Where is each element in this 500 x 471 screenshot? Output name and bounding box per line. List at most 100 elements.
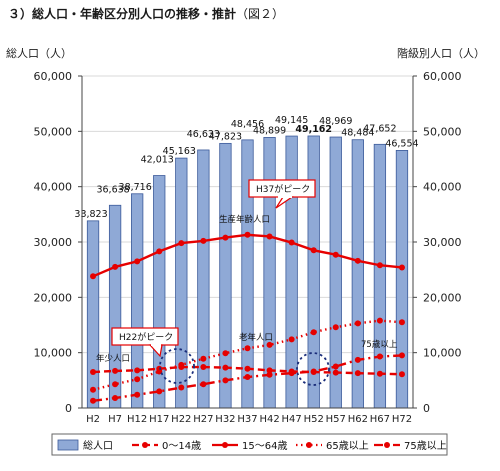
legend-swatch-bar bbox=[57, 439, 79, 451]
x-tick-label: H42 bbox=[259, 414, 279, 425]
line-point bbox=[310, 247, 317, 254]
legend-frame bbox=[51, 433, 448, 456]
line-point bbox=[134, 391, 141, 398]
bar-total-population bbox=[175, 157, 188, 409]
line-point bbox=[332, 369, 339, 376]
chart-legend: 総人口 0～14歳 15～64歳 65歳以上 75歳以上 bbox=[51, 433, 448, 456]
bar-total-population bbox=[285, 135, 298, 409]
chart-heading-main: ３）総人口・年齢区分別人口の推移・推計 bbox=[8, 7, 237, 21]
bar-total-population bbox=[395, 150, 409, 409]
label-elderly: 老年人口 bbox=[239, 332, 273, 343]
callout-h22-peak: H22がピーク bbox=[111, 327, 179, 358]
line-point bbox=[398, 319, 405, 326]
callout-box bbox=[111, 327, 179, 346]
line-point bbox=[266, 233, 273, 240]
line-point bbox=[112, 395, 119, 402]
line-point bbox=[244, 345, 251, 352]
line-point bbox=[288, 370, 295, 377]
bar-data-label: 42,013 bbox=[141, 155, 174, 166]
line-point bbox=[376, 370, 383, 377]
x-tick-label: H47 bbox=[282, 414, 302, 425]
bar-total-population bbox=[351, 139, 364, 409]
line-point bbox=[156, 248, 163, 255]
line-point bbox=[310, 329, 317, 336]
x-tick-label: H62 bbox=[348, 414, 368, 425]
line-point bbox=[200, 364, 207, 371]
line-point bbox=[288, 336, 295, 343]
line-point bbox=[90, 386, 97, 393]
legend-items: 総人口 0～14歳 15～64歳 65歳以上 75歳以上 bbox=[57, 439, 447, 452]
legend-label: 65歳以上 bbox=[326, 440, 369, 452]
bar-total-population bbox=[86, 220, 100, 409]
line-point bbox=[134, 376, 141, 383]
line-point bbox=[266, 371, 273, 378]
bar-data-label: 48,456 bbox=[231, 119, 264, 130]
line-point bbox=[266, 341, 273, 348]
bar-total-population bbox=[131, 193, 144, 409]
bar-data-label: 46,633 bbox=[187, 129, 220, 140]
line-point bbox=[244, 231, 251, 238]
x-tick-label: H52 bbox=[304, 414, 324, 425]
bar-data-label: 47,823 bbox=[209, 131, 242, 142]
callout-label: H37がピーク bbox=[256, 183, 310, 195]
line-point bbox=[200, 381, 207, 388]
bar-data-label: 49,162 bbox=[295, 124, 332, 135]
line-point bbox=[310, 368, 317, 375]
y-tick-label-left: 10,000 bbox=[34, 347, 73, 360]
line-point bbox=[112, 381, 119, 388]
line-point bbox=[244, 374, 251, 381]
y-tick-label-right: 30,000 bbox=[423, 236, 462, 249]
line-point bbox=[178, 361, 185, 368]
legend-swatch-point bbox=[222, 442, 228, 448]
y-tick-label-left: 50,000 bbox=[34, 125, 73, 138]
line-point bbox=[244, 365, 251, 372]
bar-data-label: 36,638 bbox=[96, 184, 129, 195]
x-tick-label: H7 bbox=[108, 414, 122, 425]
line-point bbox=[354, 370, 361, 377]
y-tick-label-right: 40,000 bbox=[423, 181, 462, 194]
right-axis-title: 階級別人口（人） bbox=[397, 46, 485, 60]
line-point bbox=[222, 364, 229, 371]
line-point bbox=[134, 258, 141, 265]
line-point bbox=[354, 356, 361, 363]
x-tick-label: H72 bbox=[392, 414, 412, 425]
line-point bbox=[398, 352, 405, 359]
x-tick-label: H27 bbox=[193, 414, 213, 425]
y-tick-label-right: 20,000 bbox=[423, 291, 462, 304]
x-tick-label: H2 bbox=[86, 414, 100, 425]
bar-data-label: 47,652 bbox=[363, 123, 396, 134]
x-tick-label: H67 bbox=[370, 414, 390, 425]
y-tick-label-left: 30,000 bbox=[34, 236, 73, 249]
highlight-circle-h52 bbox=[296, 352, 330, 386]
y-tick-label-left: 40,000 bbox=[34, 181, 73, 194]
line-point bbox=[398, 264, 405, 271]
y-tick-label-right: 0 bbox=[423, 402, 430, 415]
y-tick-label-right: 50,000 bbox=[423, 125, 462, 138]
legend-label: 総人口 bbox=[83, 439, 113, 452]
bar-total-population bbox=[307, 135, 320, 409]
x-tick-label: H12 bbox=[127, 414, 147, 425]
legend-swatch-point bbox=[142, 442, 148, 448]
y-tick-label-right: 60,000 bbox=[423, 70, 462, 83]
callout-label: H22がピーク bbox=[119, 331, 173, 343]
line-point bbox=[112, 367, 119, 374]
line-point bbox=[398, 371, 405, 378]
line-point bbox=[222, 377, 229, 384]
chart-heading: ３）総人口・年齢区分別人口の推移・推計（図２） bbox=[8, 5, 284, 22]
y-tick-label-left: 60,000 bbox=[34, 70, 73, 83]
line-point bbox=[266, 367, 273, 374]
legend-swatch-point bbox=[384, 442, 390, 448]
line-point bbox=[90, 273, 97, 280]
line-point bbox=[376, 317, 383, 324]
chart-axes: 0 0 10,000 10,000 20,000 20,000 30,000 30,000 40… bbox=[34, 70, 462, 425]
line-point bbox=[178, 240, 185, 247]
line-point bbox=[354, 257, 361, 264]
line-point bbox=[156, 388, 163, 395]
line-series-group bbox=[90, 231, 405, 404]
line-point bbox=[112, 263, 119, 270]
label-working-age: 生産年齢人口 bbox=[219, 214, 270, 225]
line-point bbox=[90, 397, 97, 404]
x-tick-label: H22 bbox=[171, 414, 191, 425]
